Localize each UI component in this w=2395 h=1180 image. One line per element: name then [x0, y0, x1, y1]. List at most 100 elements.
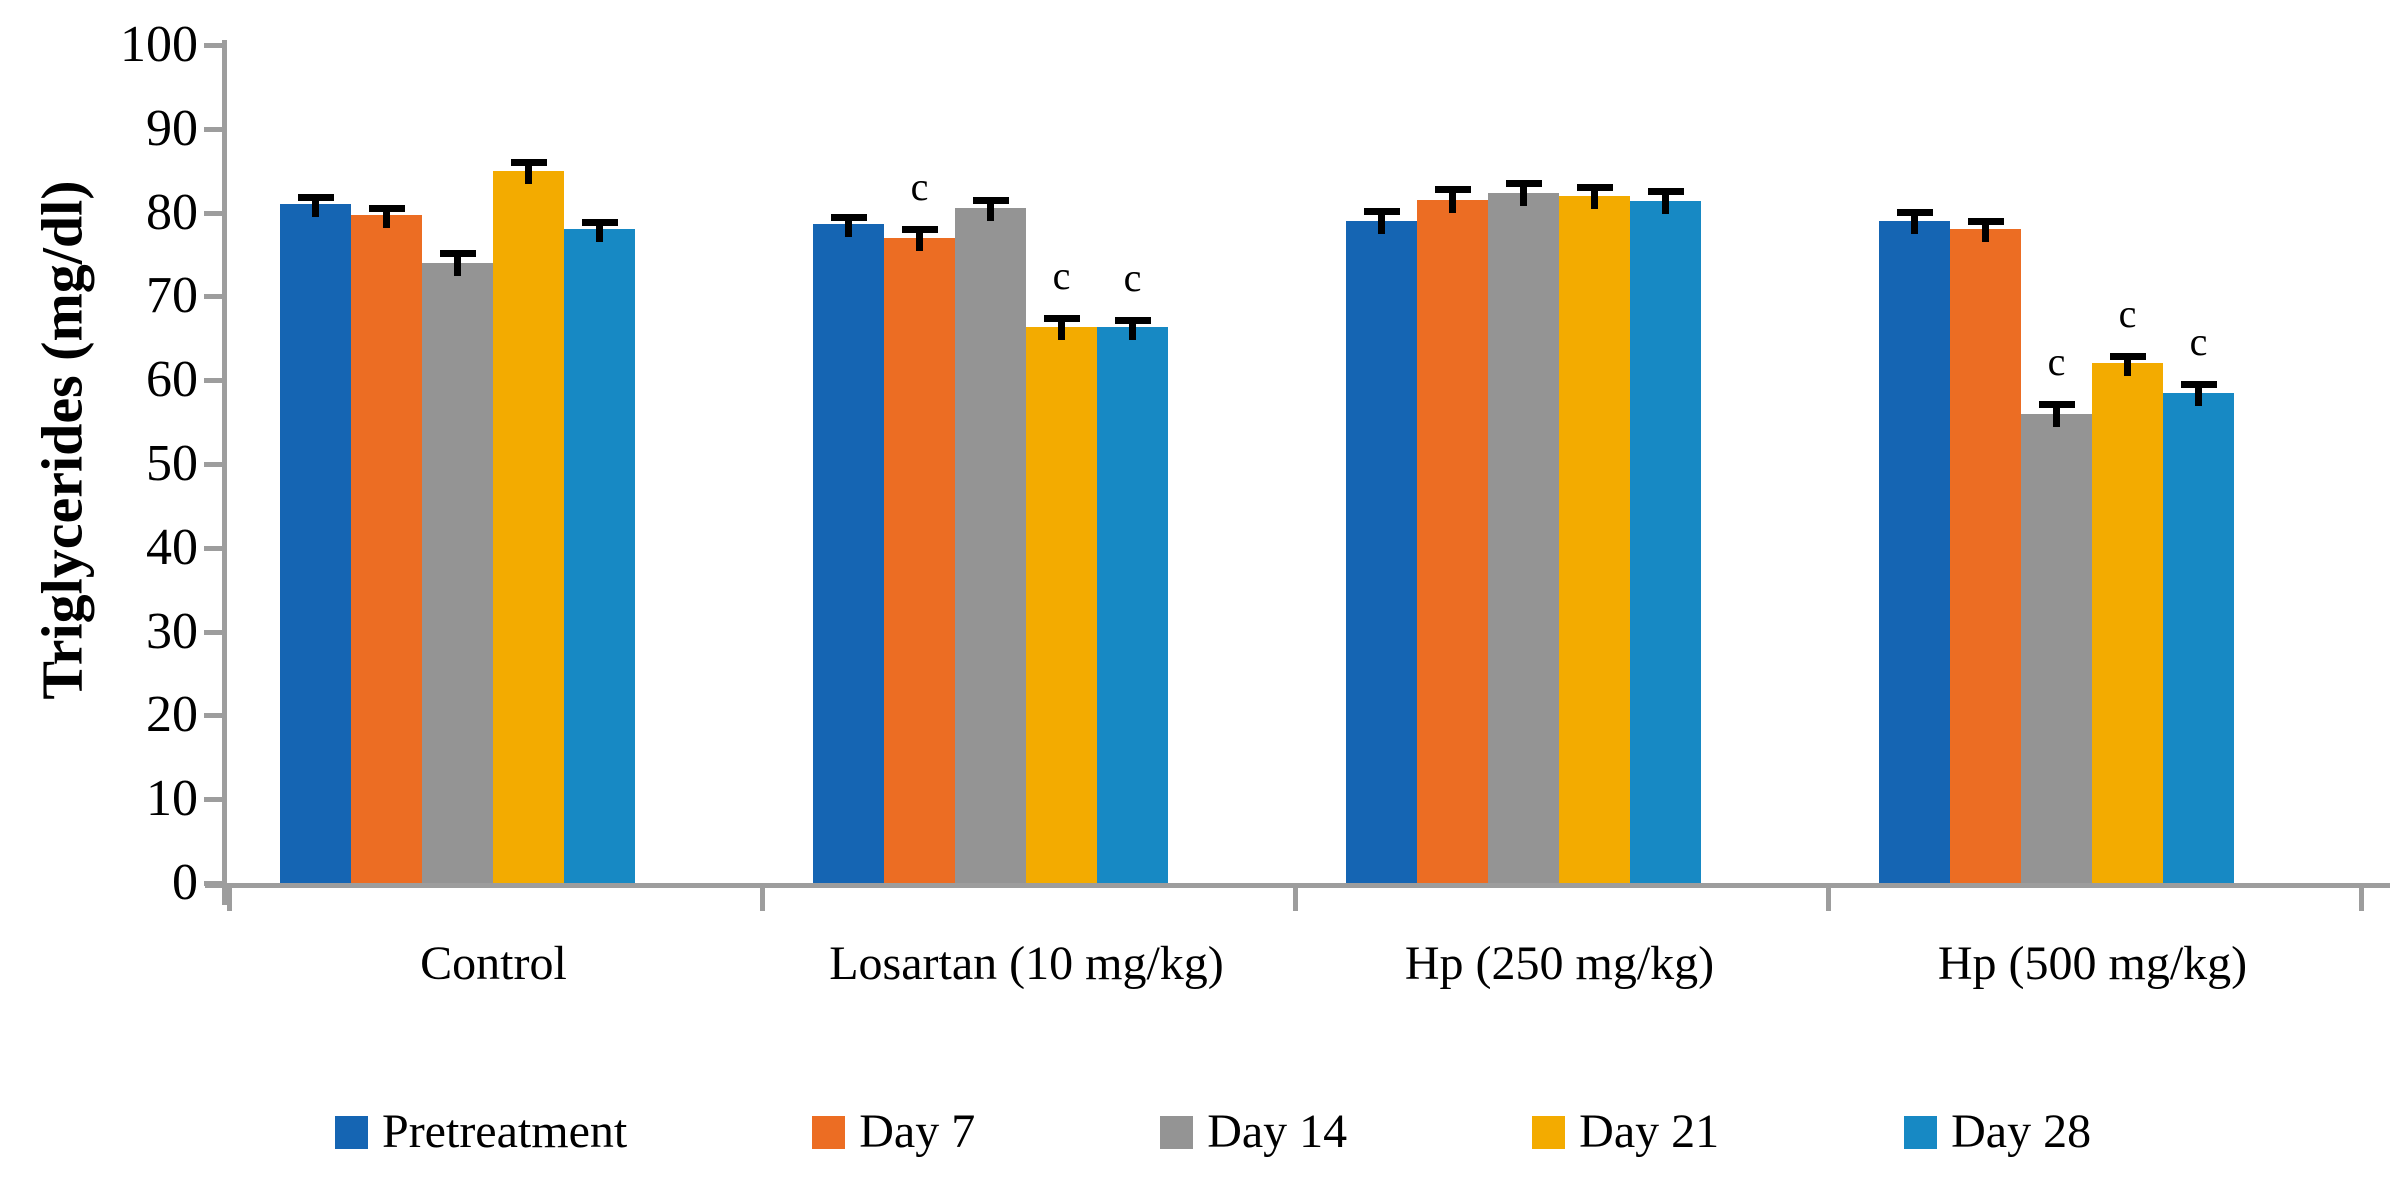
legend: Pretreatment Day 7 Day 14 Day 21 Day 28	[335, 1108, 2091, 1156]
error-bar-stem	[1378, 210, 1385, 234]
bar	[493, 170, 564, 883]
error-bar-stem	[1911, 211, 1918, 234]
x-axis-tick	[1826, 883, 1831, 911]
bar	[351, 215, 422, 883]
error-bar-stem	[1058, 318, 1065, 340]
error-bar-stem	[2053, 403, 2060, 427]
x-axis-tick	[1293, 883, 1298, 911]
error-bar-stem	[1449, 189, 1456, 214]
error-bar-cap	[1363, 207, 1400, 215]
error-bar-stem	[1591, 186, 1598, 209]
category-label: Hp (250 mg/kg)	[1404, 937, 1715, 990]
error-bar-stem	[845, 216, 852, 238]
x-axis-tick	[227, 883, 232, 911]
error-bar-stem	[454, 252, 461, 276]
y-axis-tick	[204, 629, 222, 635]
legend-swatch	[1904, 1115, 1938, 1149]
error-bar-stem	[312, 196, 319, 218]
error-bar-cap	[1647, 187, 1684, 195]
error-bar-cap	[1114, 316, 1151, 324]
error-bar-stem	[2124, 355, 2131, 377]
bar	[1417, 200, 1488, 883]
legend-item: Day 7	[812, 1108, 975, 1156]
legend-swatch	[335, 1115, 368, 1149]
error-bar-cap	[972, 197, 1009, 205]
y-axis-tick	[204, 378, 222, 384]
y-axis-tick-label: 0	[172, 854, 198, 911]
y-axis-tick-label: 40	[146, 518, 198, 576]
error-bar-cap	[297, 193, 334, 201]
error-bar-cap	[439, 249, 476, 257]
legend-item: Day 28	[1904, 1108, 2091, 1156]
error-bar-cap	[1576, 183, 1613, 191]
y-axis-tick	[204, 126, 222, 132]
significance-label: c	[910, 163, 929, 209]
y-axis-tick	[204, 881, 222, 886]
bar	[1950, 229, 2021, 883]
legend-item: Day 14	[1160, 1108, 1347, 1156]
y-axis-tick-label: 100	[120, 16, 198, 73]
legend-label: Day 21	[1579, 1105, 1720, 1158]
legend-label: Day 7	[859, 1105, 976, 1158]
legend-label: Day 14	[1207, 1105, 1348, 1158]
category-label: Hp (500 mg/kg)	[1937, 937, 2248, 990]
bar	[813, 224, 884, 883]
legend-swatch	[1532, 1115, 1566, 1149]
error-bar-stem	[1662, 190, 1669, 214]
legend-swatch	[1160, 1115, 1194, 1149]
error-bar-stem	[2195, 384, 2202, 406]
y-axis-tick	[204, 713, 222, 719]
error-bar-stem	[383, 208, 390, 229]
y-axis-tick	[204, 43, 222, 48]
x-axis-tick	[2359, 883, 2364, 911]
y-axis-tick-label: 90	[146, 99, 198, 157]
error-bar-stem	[1520, 183, 1527, 207]
error-bar-cap	[581, 218, 618, 226]
error-bar-stem	[525, 162, 532, 184]
y-axis-tick-label: 10	[146, 770, 198, 828]
bar	[1026, 326, 1097, 883]
legend-item: Day 21	[1532, 1108, 1719, 1156]
error-bar-cap	[1896, 208, 1933, 216]
bar	[564, 229, 635, 883]
category-label: Losartan (10 mg/kg)	[829, 937, 1224, 990]
error-bar-cap	[1967, 217, 2004, 225]
x-axis-tick	[760, 883, 765, 911]
y-axis-tick	[204, 294, 222, 300]
error-bar-cap	[2109, 352, 2146, 360]
error-bar-cap	[2180, 381, 2217, 389]
y-axis-tick-label: 20	[146, 686, 198, 744]
y-axis-tick	[204, 210, 222, 216]
error-bar-stem	[916, 228, 923, 251]
bar	[1488, 193, 1559, 883]
bar	[2092, 363, 2163, 883]
error-bar-cap	[901, 225, 938, 233]
y-axis-tick	[204, 545, 222, 551]
bar	[2163, 392, 2234, 883]
bar	[280, 204, 351, 883]
error-bar-cap	[1043, 315, 1080, 323]
y-axis-tick-label: 30	[146, 602, 198, 660]
bar	[955, 208, 1026, 883]
legend-label: Pretreatment	[382, 1105, 628, 1158]
significance-label: c	[1052, 253, 1071, 299]
legend-label: Day 28	[1951, 1105, 2092, 1158]
significance-label: c	[1123, 254, 1142, 300]
error-bar-cap	[2038, 400, 2075, 408]
bar	[1559, 195, 1630, 883]
y-axis-tick-label: 50	[146, 435, 198, 492]
bar	[2021, 413, 2092, 883]
error-bar-cap	[1505, 180, 1542, 188]
significance-label: c	[2047, 338, 2066, 384]
error-bar-cap	[510, 159, 547, 167]
bar	[422, 262, 493, 883]
error-bar-cap	[830, 213, 867, 221]
bar	[884, 237, 955, 883]
error-bar-cap	[1434, 186, 1471, 194]
error-bar-stem	[987, 200, 994, 222]
bar	[1879, 220, 1950, 883]
error-bar-stem	[1982, 220, 1989, 243]
legend-swatch	[812, 1115, 846, 1149]
bar	[1097, 326, 1168, 883]
